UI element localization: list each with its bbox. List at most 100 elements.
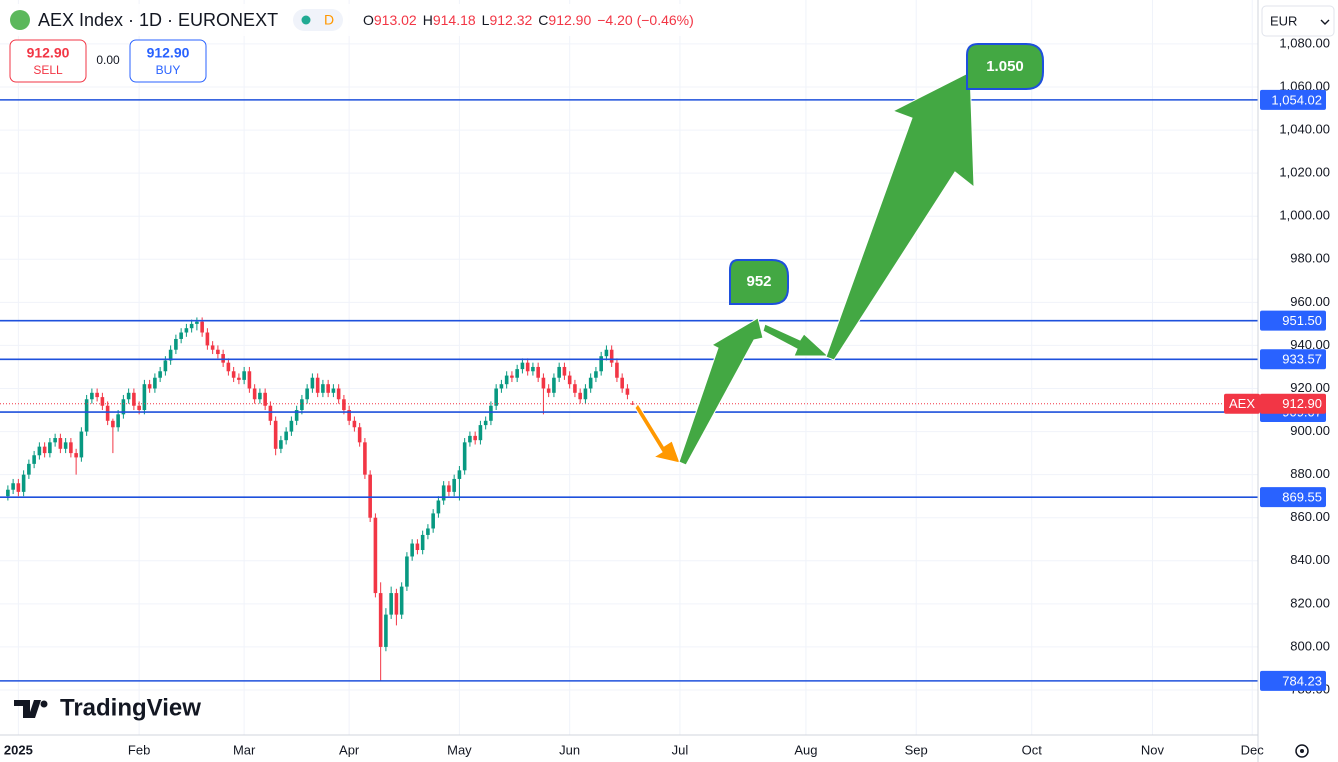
candle-body — [405, 556, 409, 587]
candle-body — [289, 420, 294, 432]
y-tick-label: 820.00 — [1290, 595, 1330, 610]
candle-body — [69, 442, 73, 454]
symbol-title: AEX Index · 1D · EURONEXT — [38, 10, 278, 30]
x-tick-label: Oct — [1022, 742, 1043, 757]
candle-body — [373, 517, 378, 594]
candle-body — [541, 377, 546, 389]
candle-body — [452, 478, 456, 492]
x-tick-label: Jun — [559, 742, 580, 757]
candle-body — [594, 371, 598, 378]
callout — [729, 259, 789, 305]
candle-body — [483, 420, 488, 426]
y-tick-label: 1,060.00 — [1279, 78, 1330, 93]
candle-body — [573, 384, 577, 393]
candle-body — [599, 356, 603, 372]
x-tick-label: Nov — [1141, 742, 1165, 757]
candle-body — [583, 388, 588, 400]
candle-body — [32, 455, 36, 464]
candle-body — [168, 349, 173, 361]
buy-label: BUY — [156, 63, 181, 77]
settings-icon[interactable] — [1295, 744, 1309, 758]
y-tick-label: 800.00 — [1290, 638, 1330, 653]
candle-body — [478, 425, 483, 441]
legend-key: H — [423, 12, 433, 28]
candle-body — [520, 362, 525, 370]
y-tick-label: 960.00 — [1290, 294, 1330, 309]
candle-body — [352, 420, 357, 428]
candle-body — [132, 392, 136, 406]
settings-icon — [1300, 749, 1304, 753]
y-tick-label: 920.00 — [1290, 380, 1330, 395]
currency-button[interactable] — [1261, 5, 1335, 37]
candle-body — [84, 399, 89, 432]
candle-body — [468, 435, 472, 443]
green-arrow — [678, 317, 764, 466]
candle-body — [184, 328, 189, 333]
candle-body — [95, 392, 99, 398]
callout — [966, 43, 1044, 90]
candle-body — [525, 362, 530, 372]
green-arrow — [825, 71, 975, 361]
candle-body — [552, 377, 556, 393]
header: AEX Index · 1D · EURONEXT D O913.02 H914.… — [0, 4, 1335, 758]
candle-body — [473, 435, 477, 441]
dropdown-icon — [1320, 19, 1330, 25]
plot — [0, 99, 1258, 682]
candle-body — [410, 543, 414, 557]
candle-body — [447, 485, 451, 492]
sell-button[interactable] — [9, 39, 87, 83]
spread: 0.00 — [96, 53, 120, 67]
candle-body — [226, 362, 231, 372]
candle-body — [163, 360, 168, 372]
currency: EUR — [1270, 13, 1297, 28]
level-label-bg — [1260, 89, 1326, 110]
candle-body — [399, 586, 404, 615]
candle-body — [53, 438, 57, 443]
legend-value: 913.02 — [374, 12, 417, 28]
level-label-bg — [1260, 487, 1326, 508]
candle-body — [200, 321, 204, 333]
y-tick-label: 860.00 — [1290, 509, 1330, 524]
logo-mark — [14, 700, 41, 718]
sell-price: 912.90 — [27, 45, 70, 61]
candle-body — [137, 405, 141, 411]
candle-body — [263, 392, 267, 406]
legend-key: O — [363, 12, 374, 28]
candle-body — [21, 474, 26, 492]
candle-body — [489, 405, 493, 421]
candle-body — [368, 474, 372, 518]
y-tick-label: 1,000.00 — [1279, 208, 1330, 223]
candle-body — [252, 388, 257, 400]
candle-body — [90, 392, 94, 400]
buy-button[interactable] — [129, 39, 207, 83]
candle-body — [363, 442, 367, 475]
last-price-label: 912.90 — [1282, 396, 1322, 411]
drawings: 952 1.050 — [634, 43, 1044, 466]
y-tick-label: 980.00 — [1290, 251, 1330, 266]
x-tick-label: 2025 — [4, 742, 33, 757]
candle-body — [630, 403, 635, 405]
level-label-bg — [1260, 349, 1326, 370]
candle-body — [74, 453, 78, 458]
y-tick-label: 880.00 — [1290, 466, 1330, 481]
y-tick-label: 840.00 — [1290, 552, 1330, 567]
candle-body — [384, 614, 388, 647]
candle-body — [604, 349, 609, 357]
candle-body — [268, 405, 273, 421]
candle-body — [315, 377, 320, 393]
buy-price: 912.90 — [147, 45, 190, 61]
grid — [0, 0, 1258, 735]
candle-body — [394, 593, 399, 615]
orange-arrow — [634, 403, 681, 464]
callout-text: 952 — [746, 273, 771, 290]
candle-body — [116, 414, 120, 428]
candle-body — [147, 384, 152, 389]
candle-body — [588, 377, 593, 389]
candle-body — [457, 470, 462, 479]
candle-body — [420, 534, 425, 551]
candle-body — [279, 440, 283, 449]
candle-body — [499, 384, 504, 389]
candle-body — [189, 323, 194, 329]
